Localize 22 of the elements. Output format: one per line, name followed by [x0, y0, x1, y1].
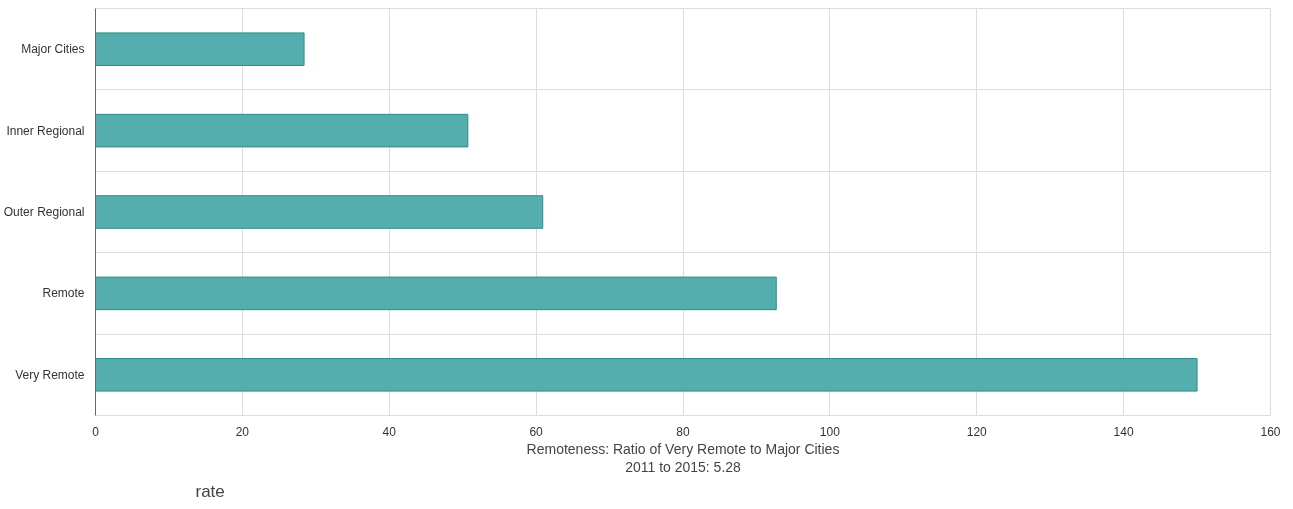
x-axis-title: rate — [195, 481, 225, 501]
bar — [95, 276, 777, 311]
x-tick-label: 140 — [1113, 424, 1134, 439]
text: Remoteness: Ratio of Very Remote to Major Cities — [526, 440, 840, 457]
x-tick-label: 80 — [676, 424, 690, 439]
x-tick-label: 20 — [235, 424, 250, 439]
bar — [95, 195, 544, 229]
bar — [95, 32, 305, 66]
x-tick-label: 40 — [382, 424, 397, 439]
bar — [95, 113, 469, 148]
y-tick-label: Remote — [42, 286, 85, 301]
y-tick-label: Very Remote — [15, 367, 85, 382]
x-tick-label: 60 — [529, 424, 544, 439]
x-tick-label: 100 — [819, 424, 841, 439]
bar — [95, 358, 1198, 392]
x-tick-label: 0 — [92, 424, 100, 439]
y-tick-label: Inner Regional — [6, 123, 85, 138]
y-tick-label: Outer Regional — [3, 205, 85, 219]
text: 2011 to 2015: 5.28 — [625, 458, 742, 475]
x-tick-label: 120 — [966, 424, 988, 439]
y-tick-label: Major Cities — [21, 42, 85, 57]
x-tick-label: 160 — [1260, 424, 1281, 439]
